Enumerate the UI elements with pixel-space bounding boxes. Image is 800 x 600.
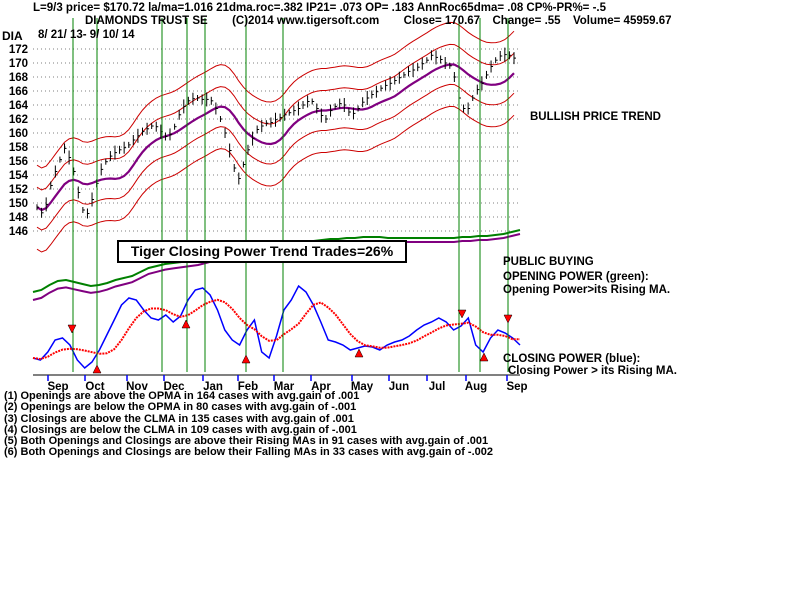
stat-line: (5) Both Openings and Closings are above… <box>4 435 489 448</box>
month-label: Sep <box>47 381 68 393</box>
month-label: Jul <box>429 381 446 393</box>
y-tick-label: 148 <box>9 212 29 224</box>
month-label: May <box>351 381 374 393</box>
month-label: Jan <box>203 381 223 393</box>
price-bands <box>36 21 515 253</box>
buy-arrow <box>181 319 191 329</box>
y-tick-label: 170 <box>9 58 28 70</box>
y-tick-label: 158 <box>9 142 29 154</box>
y-tick-label: 152 <box>9 184 28 196</box>
sell-arrow <box>67 324 77 334</box>
month-label: Mar <box>274 381 295 393</box>
copyright: (C)2014 www.tigersoft.com <box>232 15 380 27</box>
signal-vertical-lines <box>72 18 509 372</box>
public-buying-label: PUBLIC BUYING <box>503 256 594 268</box>
buy-arrow <box>241 354 251 364</box>
close-value: Close= 170.67 <box>403 15 481 27</box>
closing-power-panel <box>32 284 521 370</box>
y-tick-label: 160 <box>9 128 28 140</box>
inner-lower-band <box>36 83 515 231</box>
month-label: Aug <box>465 381 487 393</box>
month-label: Oct <box>85 381 104 393</box>
volume-value: Volume= 45959.67 <box>572 15 672 27</box>
upper-band <box>36 21 515 169</box>
y-tick-label: 146 <box>9 226 28 238</box>
month-label: Nov <box>126 381 148 393</box>
sell-arrow <box>457 309 467 319</box>
date-range: 8/ 21/ 13- 9/ 10/ 14 <box>38 29 135 41</box>
month-label: Sep <box>506 381 527 393</box>
sell-arrow <box>503 314 513 324</box>
x-axis: Sep Oct Nov Dec Jan Feb Mar Apr May Jun Jul Aug Sep <box>33 374 528 393</box>
closing-power-ma <box>32 298 520 361</box>
closing-power-desc: Closing Power > its Rising MA. <box>508 365 678 377</box>
opening-power-title: OPENING POWER (green): <box>503 271 649 283</box>
month-label: Feb <box>238 381 258 393</box>
month-label: Jun <box>389 381 409 393</box>
bullish-trend-label: BULLISH PRICE TREND <box>530 111 661 123</box>
price-moving-average <box>36 63 515 212</box>
closing-power-trend-box: Tiger Closing Power Trend Trades=26% <box>117 240 407 263</box>
y-tick-label: 168 <box>9 72 29 84</box>
y-axis-tick-labels: 146 148 150 152 154 156 158 160 162 164 166 168 170 1… <box>9 44 29 238</box>
y-tick-label: 164 <box>9 100 29 112</box>
header-second-line: DIAMONDS TRUST SE (C)2014 www.tigersoft.… <box>85 15 672 28</box>
buy-arrow <box>479 352 489 362</box>
header-stats-line: L=9/3 price= $170.72 la/ma=1.016 21dma.r… <box>33 2 606 14</box>
closing-power-line <box>32 284 521 370</box>
security-name: DIAMONDS TRUST SE <box>85 15 208 27</box>
month-label: Dec <box>163 381 185 393</box>
closing-power-title: CLOSING POWER (blue): <box>503 353 641 365</box>
month-label: Apr <box>311 381 331 393</box>
y-tick-label: 162 <box>9 114 28 126</box>
signal-arrows <box>67 309 513 374</box>
y-tick-label: 150 <box>9 198 28 210</box>
y-tick-label: 154 <box>9 170 29 182</box>
stat-line: (6) Both Openings and Closings are below… <box>4 446 493 459</box>
y-tick-label: 156 <box>9 156 28 168</box>
stat-line: (2) Openings are below the OPMA in 80 ca… <box>4 401 357 414</box>
y-tick-label: 166 <box>9 86 28 98</box>
buy-arrow <box>92 364 102 374</box>
buy-arrow <box>354 348 364 358</box>
stat-line: (4) Closings are below the CLMA in 109 c… <box>4 423 357 436</box>
lower-band <box>36 105 515 253</box>
price-bars <box>36 47 516 219</box>
stat-line: (1) Openings are above the OPMA in 164 c… <box>4 390 360 402</box>
stat-line: (3) Closings are above the CLMA in 135 c… <box>4 412 354 425</box>
opening-power-desc: Opening Power>its Rising MA. <box>503 284 671 296</box>
stats-list: (1) Openings are above the OPMA in 164 c… <box>4 390 493 459</box>
change-value: Change= .55 <box>492 15 561 27</box>
y-tick-label: 172 <box>9 44 28 56</box>
ticker-symbol: DIA <box>2 29 23 43</box>
price-grid <box>33 48 520 232</box>
